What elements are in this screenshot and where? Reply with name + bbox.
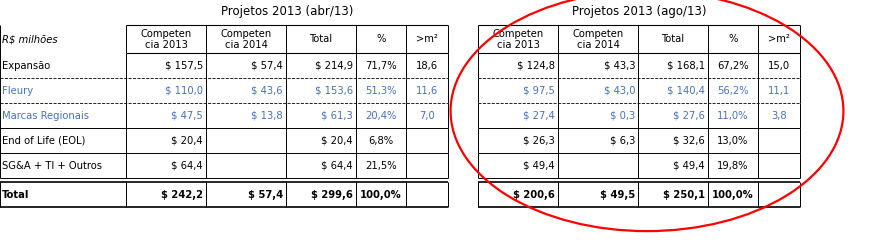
Text: 20,4%: 20,4%	[366, 111, 396, 121]
Text: 100,0%: 100,0%	[712, 189, 754, 199]
Text: 15,0: 15,0	[768, 61, 790, 70]
Text: Competen: Competen	[220, 29, 272, 39]
Text: Projetos 2013 (abr/13): Projetos 2013 (abr/13)	[221, 4, 353, 17]
Text: 100,0%: 100,0%	[360, 189, 402, 199]
Text: cia 2014: cia 2014	[225, 40, 267, 50]
Text: 11,1: 11,1	[768, 85, 790, 96]
Text: 71,7%: 71,7%	[365, 61, 396, 70]
Text: $ 140,4: $ 140,4	[667, 85, 705, 96]
Text: $ 97,5: $ 97,5	[523, 85, 555, 96]
Text: $ 64,4: $ 64,4	[171, 161, 203, 171]
Text: $ 0,3: $ 0,3	[610, 111, 635, 121]
Text: $ 157,5: $ 157,5	[165, 61, 203, 70]
Text: Projetos 2013 (ago/13): Projetos 2013 (ago/13)	[572, 4, 706, 17]
Text: Expansão: Expansão	[2, 61, 50, 70]
Text: $ 27,6: $ 27,6	[674, 111, 705, 121]
Text: $ 153,6: $ 153,6	[315, 85, 353, 96]
Text: $ 20,4: $ 20,4	[171, 135, 203, 145]
Text: $ 124,8: $ 124,8	[517, 61, 555, 70]
Text: R$ milhões: R$ milhões	[2, 34, 58, 44]
Text: Total: Total	[661, 34, 685, 44]
Text: 51,3%: 51,3%	[365, 85, 396, 96]
Text: 7,0: 7,0	[419, 111, 435, 121]
Text: $ 168,1: $ 168,1	[667, 61, 705, 70]
Text: Total: Total	[2, 189, 29, 199]
Text: $ 61,3: $ 61,3	[321, 111, 353, 121]
Text: 67,2%: 67,2%	[717, 61, 749, 70]
Text: $ 200,6: $ 200,6	[513, 189, 555, 199]
Text: cia 2013: cia 2013	[496, 40, 539, 50]
Text: Competen: Competen	[140, 29, 192, 39]
Text: $ 43,3: $ 43,3	[603, 61, 635, 70]
Text: $ 49,4: $ 49,4	[674, 161, 705, 171]
Text: $ 27,4: $ 27,4	[524, 111, 555, 121]
Text: $ 64,4: $ 64,4	[321, 161, 353, 171]
Text: %: %	[376, 34, 386, 44]
Text: SG&A + TI + Outros: SG&A + TI + Outros	[2, 161, 102, 171]
Text: $ 57,4: $ 57,4	[251, 61, 283, 70]
Text: $ 43,0: $ 43,0	[603, 85, 635, 96]
Text: 6,8%: 6,8%	[368, 135, 394, 145]
Text: 3,8: 3,8	[771, 111, 787, 121]
Text: $ 32,6: $ 32,6	[674, 135, 705, 145]
Text: Marcas Regionais: Marcas Regionais	[2, 111, 89, 121]
Text: cia 2014: cia 2014	[576, 40, 619, 50]
Text: $ 250,1: $ 250,1	[663, 189, 705, 199]
Text: 18,6: 18,6	[416, 61, 438, 70]
Text: Competen: Competen	[573, 29, 624, 39]
Text: Competen: Competen	[492, 29, 544, 39]
Text: Fleury: Fleury	[2, 85, 33, 96]
Text: $ 242,2: $ 242,2	[161, 189, 203, 199]
Text: $ 13,8: $ 13,8	[252, 111, 283, 121]
Text: $ 110,0: $ 110,0	[165, 85, 203, 96]
Text: 11,6: 11,6	[416, 85, 438, 96]
Text: >m²: >m²	[416, 34, 438, 44]
Text: 13,0%: 13,0%	[717, 135, 749, 145]
Text: $ 57,4: $ 57,4	[247, 189, 283, 199]
Text: $ 20,4: $ 20,4	[321, 135, 353, 145]
Text: >m²: >m²	[768, 34, 790, 44]
Text: $ 43,6: $ 43,6	[252, 85, 283, 96]
Text: $ 49,5: $ 49,5	[600, 189, 635, 199]
Text: End of Life (EOL): End of Life (EOL)	[2, 135, 85, 145]
Text: 56,2%: 56,2%	[717, 85, 749, 96]
Text: $ 49,4: $ 49,4	[524, 161, 555, 171]
Text: $ 299,6: $ 299,6	[311, 189, 353, 199]
Text: Total: Total	[310, 34, 332, 44]
Text: $ 6,3: $ 6,3	[610, 135, 635, 145]
Text: %: %	[728, 34, 738, 44]
Text: 19,8%: 19,8%	[717, 161, 749, 171]
Text: $ 214,9: $ 214,9	[315, 61, 353, 70]
Text: cia 2013: cia 2013	[145, 40, 188, 50]
Text: $ 26,3: $ 26,3	[524, 135, 555, 145]
Text: 11,0%: 11,0%	[717, 111, 749, 121]
Text: $ 47,5: $ 47,5	[171, 111, 203, 121]
Text: 21,5%: 21,5%	[365, 161, 396, 171]
